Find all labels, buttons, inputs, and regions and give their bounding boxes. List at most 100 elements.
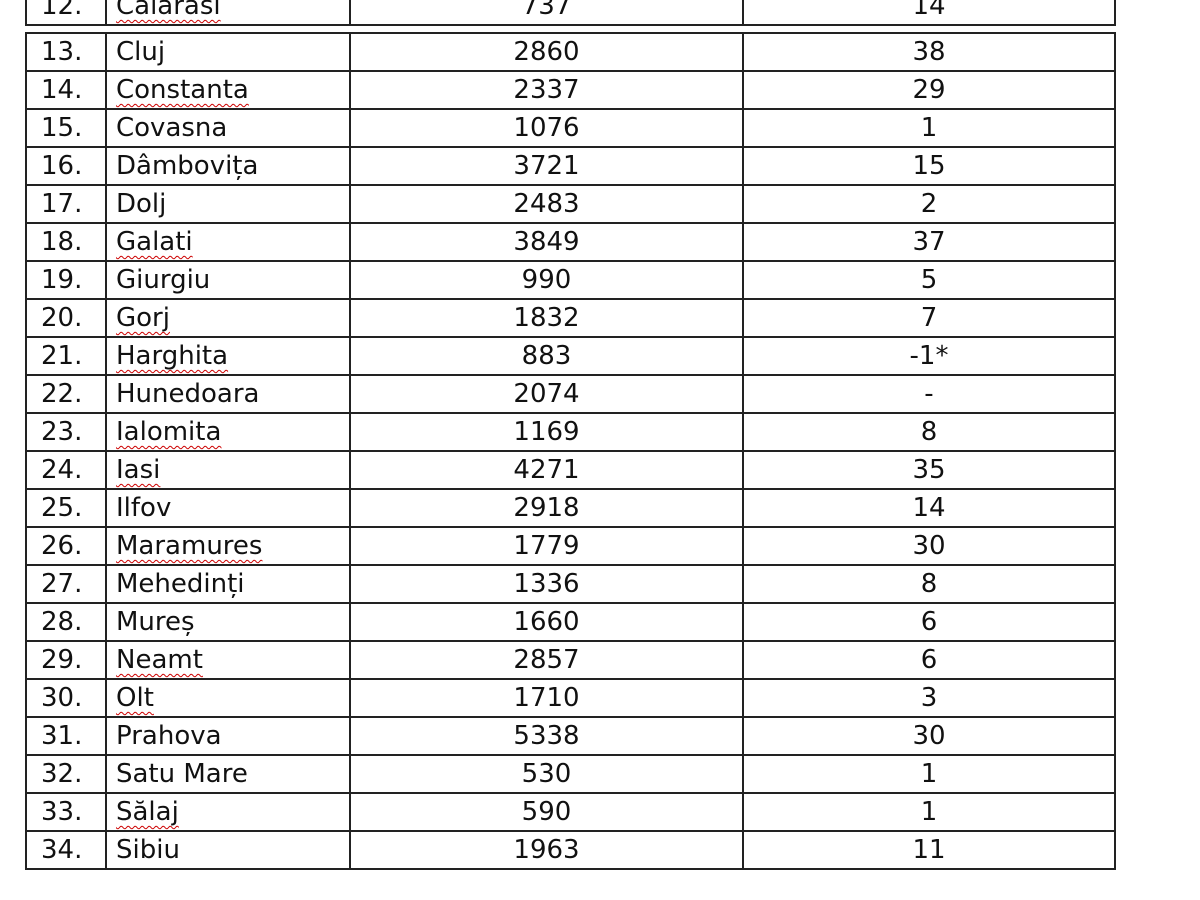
- cases-value: 1710: [513, 683, 580, 713]
- cases-value: 2860: [513, 37, 580, 67]
- county-name-cell: Mureș: [105, 602, 351, 642]
- row-number: 25.: [41, 493, 83, 523]
- cases-value-cell: 2483: [349, 184, 744, 224]
- county-name-cell: Galati: [105, 222, 351, 262]
- county-name-cell: Dolj: [105, 184, 351, 224]
- deaths-value: -1*: [909, 341, 949, 371]
- county-name-cell: Ilfov: [105, 488, 351, 528]
- county-name-cell: Neamt: [105, 640, 351, 680]
- row-number-cell: 18.: [25, 222, 107, 262]
- cases-value-cell: 1832: [349, 298, 744, 338]
- cases-value-cell: 737: [349, 0, 744, 26]
- cases-value: 2483: [513, 189, 580, 219]
- cases-value: 1336: [513, 569, 580, 599]
- deaths-value: 37: [912, 227, 946, 257]
- deaths-value: 2: [920, 189, 938, 219]
- county-name-cell: Iasi: [105, 450, 351, 490]
- deaths-value: -: [924, 379, 934, 409]
- row-number: 19.: [41, 265, 83, 295]
- county-name: Gorj: [116, 303, 170, 333]
- county-name-cell: Giurgiu: [105, 260, 351, 300]
- row-number: 12.: [41, 0, 83, 21]
- row-number-cell: 13.: [25, 32, 107, 72]
- deaths-value-cell: 14: [742, 488, 1116, 528]
- row-number-cell: 16.: [25, 146, 107, 186]
- row-number: 34.: [41, 835, 83, 865]
- row-number: 18.: [41, 227, 83, 257]
- county-name-cell: Hunedoara: [105, 374, 351, 414]
- table-row: 14. Constanta 2337 29: [25, 70, 1116, 110]
- deaths-value: 5: [920, 265, 938, 295]
- deaths-value-cell: 30: [742, 716, 1116, 756]
- row-number-cell: 27.: [25, 564, 107, 604]
- county-name: Calarasi: [116, 0, 221, 21]
- row-number-cell: 31.: [25, 716, 107, 756]
- row-number-cell: 34.: [25, 830, 107, 870]
- deaths-value: 1: [920, 797, 938, 827]
- deaths-value-cell: 30: [742, 526, 1116, 566]
- county-name-cell: Gorj: [105, 298, 351, 338]
- deaths-value-cell: 7: [742, 298, 1116, 338]
- cases-value-cell: 1169: [349, 412, 744, 452]
- table-row: 31. Prahova 5338 30: [25, 716, 1116, 756]
- deaths-value-cell: -1*: [742, 336, 1116, 376]
- table-row: 12. Calarasi 737 14: [25, 0, 1116, 26]
- county-name-cell: Mehedinți: [105, 564, 351, 604]
- deaths-value-cell: 3: [742, 678, 1116, 718]
- row-number-cell: 28.: [25, 602, 107, 642]
- cases-value: 1660: [513, 607, 580, 637]
- cases-value-cell: 530: [349, 754, 744, 794]
- county-name: Neamt: [116, 645, 203, 675]
- cases-value-cell: 1710: [349, 678, 744, 718]
- county-table-previous-page: 12. Calarasi 737 14: [25, 0, 1116, 26]
- deaths-value: 15: [912, 151, 946, 181]
- deaths-value: 11: [912, 835, 946, 865]
- row-number-cell: 25.: [25, 488, 107, 528]
- county-name: Galati: [116, 227, 193, 257]
- county-name: Dolj: [116, 189, 167, 219]
- county-table: 13. Cluj 2860 38 14. Constanta 2337 29 15. Covasn…: [25, 32, 1116, 870]
- county-name: Sibiu: [116, 835, 180, 865]
- cases-value-cell: 2918: [349, 488, 744, 528]
- row-number-cell: 29.: [25, 640, 107, 680]
- deaths-value: 8: [920, 417, 938, 447]
- row-number: 15.: [41, 113, 83, 143]
- row-number-cell: 22.: [25, 374, 107, 414]
- table-row: 20. Gorj 1832 7: [25, 298, 1116, 338]
- table-row: 19. Giurgiu 990 5: [25, 260, 1116, 300]
- deaths-value-cell: 1: [742, 754, 1116, 794]
- row-number-cell: 19.: [25, 260, 107, 300]
- row-number: 14.: [41, 75, 83, 105]
- county-name: Covasna: [116, 113, 228, 143]
- row-number: 13.: [41, 37, 83, 67]
- table-row: 26. Maramures 1779 30: [25, 526, 1116, 566]
- deaths-value-cell: 14: [742, 0, 1116, 26]
- cases-value: 2857: [513, 645, 580, 675]
- deaths-value-cell: 38: [742, 32, 1116, 72]
- cases-value-cell: 2857: [349, 640, 744, 680]
- table-row: 28. Mureș 1660 6: [25, 602, 1116, 642]
- row-number-cell: 23.: [25, 412, 107, 452]
- deaths-value: 29: [912, 75, 946, 105]
- table-row: 13. Cluj 2860 38: [25, 32, 1116, 72]
- county-name: Maramures: [116, 531, 263, 561]
- county-name-cell: Harghita: [105, 336, 351, 376]
- deaths-value: 6: [920, 645, 938, 675]
- deaths-value-cell: 2: [742, 184, 1116, 224]
- deaths-value-cell: 11: [742, 830, 1116, 870]
- deaths-value-cell: 37: [742, 222, 1116, 262]
- cases-value-cell: 4271: [349, 450, 744, 490]
- cases-value: 2074: [513, 379, 580, 409]
- county-name: Harghita: [116, 341, 229, 371]
- row-number: 17.: [41, 189, 83, 219]
- row-number: 27.: [41, 569, 83, 599]
- deaths-value: 38: [912, 37, 946, 67]
- deaths-value-cell: 6: [742, 640, 1116, 680]
- deaths-value-cell: 15: [742, 146, 1116, 186]
- row-number: 22.: [41, 379, 83, 409]
- row-number: 23.: [41, 417, 83, 447]
- table-row: 25. Ilfov 2918 14: [25, 488, 1116, 528]
- row-number-cell: 32.: [25, 754, 107, 794]
- cases-value-cell: 5338: [349, 716, 744, 756]
- cases-value: 3721: [513, 151, 580, 181]
